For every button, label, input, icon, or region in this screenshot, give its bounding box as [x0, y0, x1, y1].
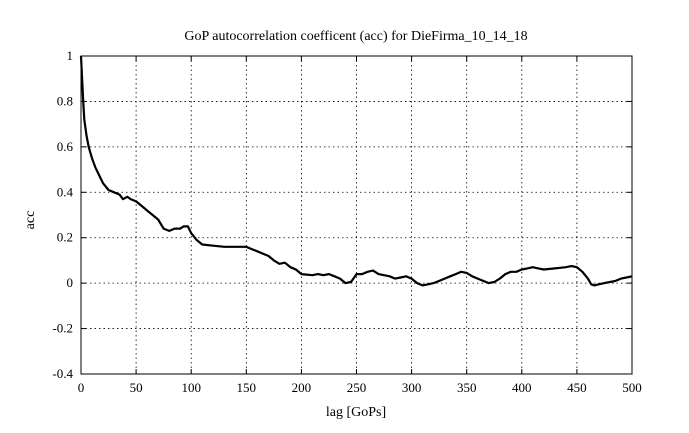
- x-tick-label: 100: [181, 380, 201, 395]
- chart-title: GoP autocorrelation coefficent (acc) for…: [184, 29, 527, 44]
- x-tick-label: 0: [78, 380, 85, 395]
- y-axis-label: acc: [23, 211, 38, 230]
- acc-series-line: [79, 55, 633, 287]
- tick-marks: [80, 55, 633, 375]
- x-tick-label: 250: [347, 380, 367, 395]
- x-tick-label: 50: [130, 380, 143, 395]
- x-tick-label: 300: [402, 380, 422, 395]
- x-tick-labels: 0 50 100 150 200 250 300 350 400 450 500: [78, 380, 642, 395]
- x-axis-label: lag [GoPs]: [326, 405, 386, 420]
- x-tick-label: 150: [237, 380, 257, 395]
- x-tick-label: 200: [292, 380, 312, 395]
- x-tick-label: 400: [512, 380, 532, 395]
- y-tick-label: -0.4: [52, 366, 73, 381]
- series-layer: [79, 55, 633, 287]
- y-tick-label: 0.2: [57, 230, 73, 245]
- gridlines: [80, 55, 633, 375]
- y-tick-label: 0.4: [57, 184, 74, 199]
- y-tick-label: 1: [67, 48, 74, 63]
- y-tick-label: 0: [67, 275, 74, 290]
- x-tick-label: 350: [457, 380, 477, 395]
- x-tick-label: 500: [622, 380, 642, 395]
- y-tick-label: 0.6: [57, 139, 74, 154]
- y-tick-label: -0.2: [52, 321, 73, 336]
- y-tick-labels: -0.4 -0.2 0 0.2 0.4 0.6 0.8 1: [52, 48, 73, 381]
- x-tick-label: 450: [567, 380, 587, 395]
- y-tick-label: 0.8: [57, 93, 73, 108]
